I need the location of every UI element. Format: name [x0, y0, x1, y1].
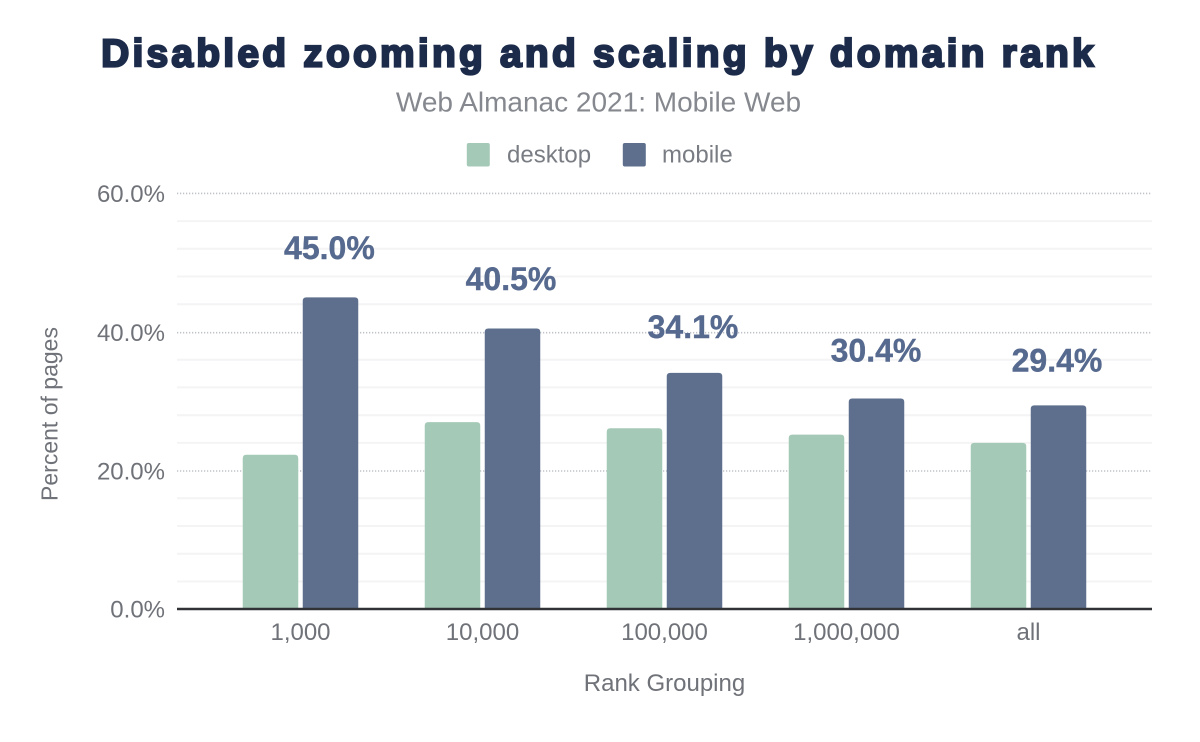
svg-text:desktop: desktop — [507, 142, 591, 169]
svg-text:Percent of pages: Percent of pages — [37, 327, 63, 501]
svg-text:20.0%: 20.0% — [97, 458, 165, 485]
svg-text:10,000: 10,000 — [446, 619, 519, 646]
svg-text:45.0%: 45.0% — [284, 230, 375, 266]
svg-text:100,000: 100,000 — [621, 619, 708, 646]
svg-text:Rank Grouping: Rank Grouping — [584, 670, 745, 697]
svg-text:1,000: 1,000 — [270, 619, 330, 646]
svg-text:34.1%: 34.1% — [648, 309, 739, 345]
svg-text:29.4%: 29.4% — [1012, 342, 1103, 378]
svg-text:Web Almanac 2021: Mobile Web: Web Almanac 2021: Mobile Web — [396, 87, 801, 118]
svg-text:Disabled zooming and scaling b: Disabled zooming and scaling by domain r… — [101, 33, 1097, 76]
svg-text:40.0%: 40.0% — [97, 320, 165, 347]
svg-text:mobile: mobile — [662, 142, 733, 169]
svg-text:60.0%: 60.0% — [97, 181, 165, 208]
svg-text:0.0%: 0.0% — [110, 596, 165, 623]
svg-text:all: all — [1016, 619, 1040, 646]
svg-text:30.4%: 30.4% — [831, 333, 922, 369]
svg-text:1,000,000: 1,000,000 — [793, 619, 900, 646]
svg-text:40.5%: 40.5% — [466, 261, 557, 297]
